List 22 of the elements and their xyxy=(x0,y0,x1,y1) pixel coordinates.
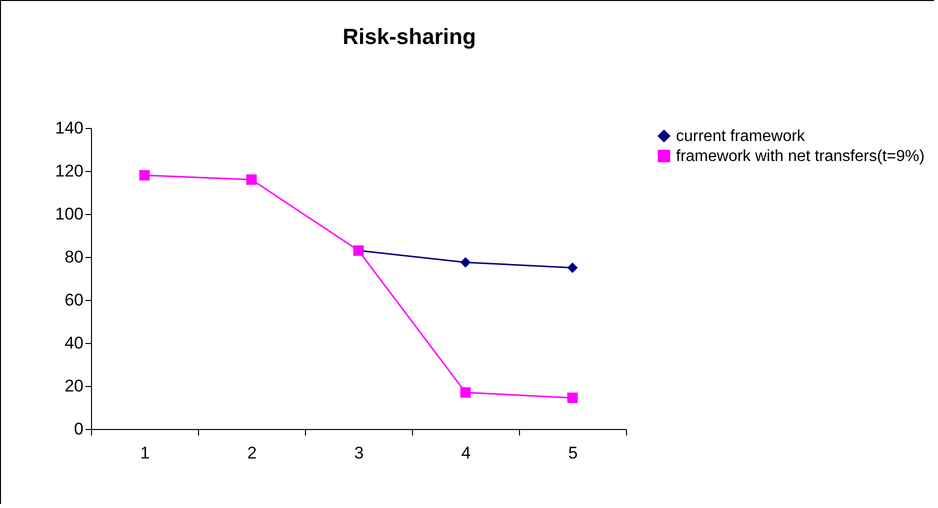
legend-label: framework with net transfers(t=9%) xyxy=(676,148,925,165)
y-tick-label: 140 xyxy=(55,118,84,138)
point xyxy=(460,387,471,398)
y-tick-label: 100 xyxy=(55,204,84,224)
y-tick-label: 80 xyxy=(64,248,84,266)
point xyxy=(139,170,150,181)
y-tick-label: 20 xyxy=(64,376,84,396)
point xyxy=(246,174,257,185)
x-tick-label: 2 xyxy=(247,444,257,462)
x-tick-label: 1 xyxy=(140,444,150,462)
y-tick-label: 40 xyxy=(64,334,84,352)
y-tick-label: 60 xyxy=(64,290,84,310)
y-tick-label: 0 xyxy=(74,420,84,438)
point xyxy=(460,257,471,268)
x-tick-label: 5 xyxy=(568,444,578,462)
chart-title: Risk-sharing xyxy=(342,24,476,49)
legend-label: current framework xyxy=(676,128,806,145)
y-tick-label: 120 xyxy=(55,162,84,180)
x-tick-label: 3 xyxy=(354,444,364,462)
point xyxy=(567,392,578,404)
point xyxy=(567,262,578,273)
x-tick-label: 4 xyxy=(461,444,471,462)
